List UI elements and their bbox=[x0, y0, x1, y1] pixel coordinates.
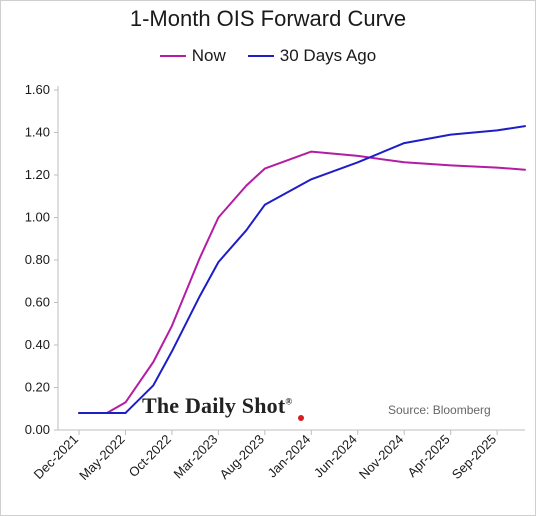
x-tick-label: Aug-2023 bbox=[216, 432, 266, 482]
watermark-text: The Daily Shot bbox=[142, 393, 286, 418]
legend-swatch-now bbox=[159, 55, 186, 57]
y-tick-label: 1.00 bbox=[25, 210, 50, 225]
legend-item-now: Now bbox=[159, 46, 226, 66]
y-tick-label: 1.40 bbox=[25, 125, 50, 140]
chart-legend: Now 30 Days Ago bbox=[0, 46, 536, 66]
y-tick-label: 1.60 bbox=[25, 82, 50, 97]
x-tick-label: Nov-2024 bbox=[356, 432, 406, 482]
legend-label-30-days-ago: 30 Days Ago bbox=[279, 46, 377, 65]
x-tick-label: Dec-2021 bbox=[31, 432, 81, 482]
chart-title: 1-Month OIS Forward Curve bbox=[129, 6, 407, 31]
y-tick-label: 1.20 bbox=[25, 167, 50, 182]
series-line-now bbox=[78, 150, 526, 414]
y-tick-label: 0.60 bbox=[25, 295, 50, 310]
y-tick-label: 0.80 bbox=[25, 252, 50, 267]
legend-label-now: Now bbox=[191, 46, 226, 65]
watermark-dot bbox=[298, 415, 304, 421]
watermark-logo: The Daily Shot® bbox=[142, 393, 292, 419]
x-tick-label: Apr-2025 bbox=[404, 432, 452, 480]
legend-item-30-days-ago: 30 Days Ago bbox=[247, 46, 377, 66]
watermark-registered-mark: ® bbox=[285, 396, 293, 407]
x-tick-label: May-2022 bbox=[76, 432, 127, 483]
y-tick-label: 0.40 bbox=[25, 337, 50, 352]
series-line-30-days-ago bbox=[78, 125, 526, 414]
y-tick-label: 0.20 bbox=[25, 380, 50, 395]
source-note: Source: Bloomberg bbox=[388, 403, 491, 417]
y-tick-label: 0.00 bbox=[25, 422, 50, 437]
x-tick-label: Jun-2024 bbox=[311, 432, 360, 481]
x-tick-label: Oct-2022 bbox=[126, 432, 174, 480]
x-tick-label: Mar-2023 bbox=[171, 432, 221, 482]
legend-swatch-30-days-ago bbox=[247, 55, 274, 57]
x-tick-label: Sep-2025 bbox=[449, 432, 499, 482]
x-tick-label: Jan-2024 bbox=[264, 432, 313, 481]
